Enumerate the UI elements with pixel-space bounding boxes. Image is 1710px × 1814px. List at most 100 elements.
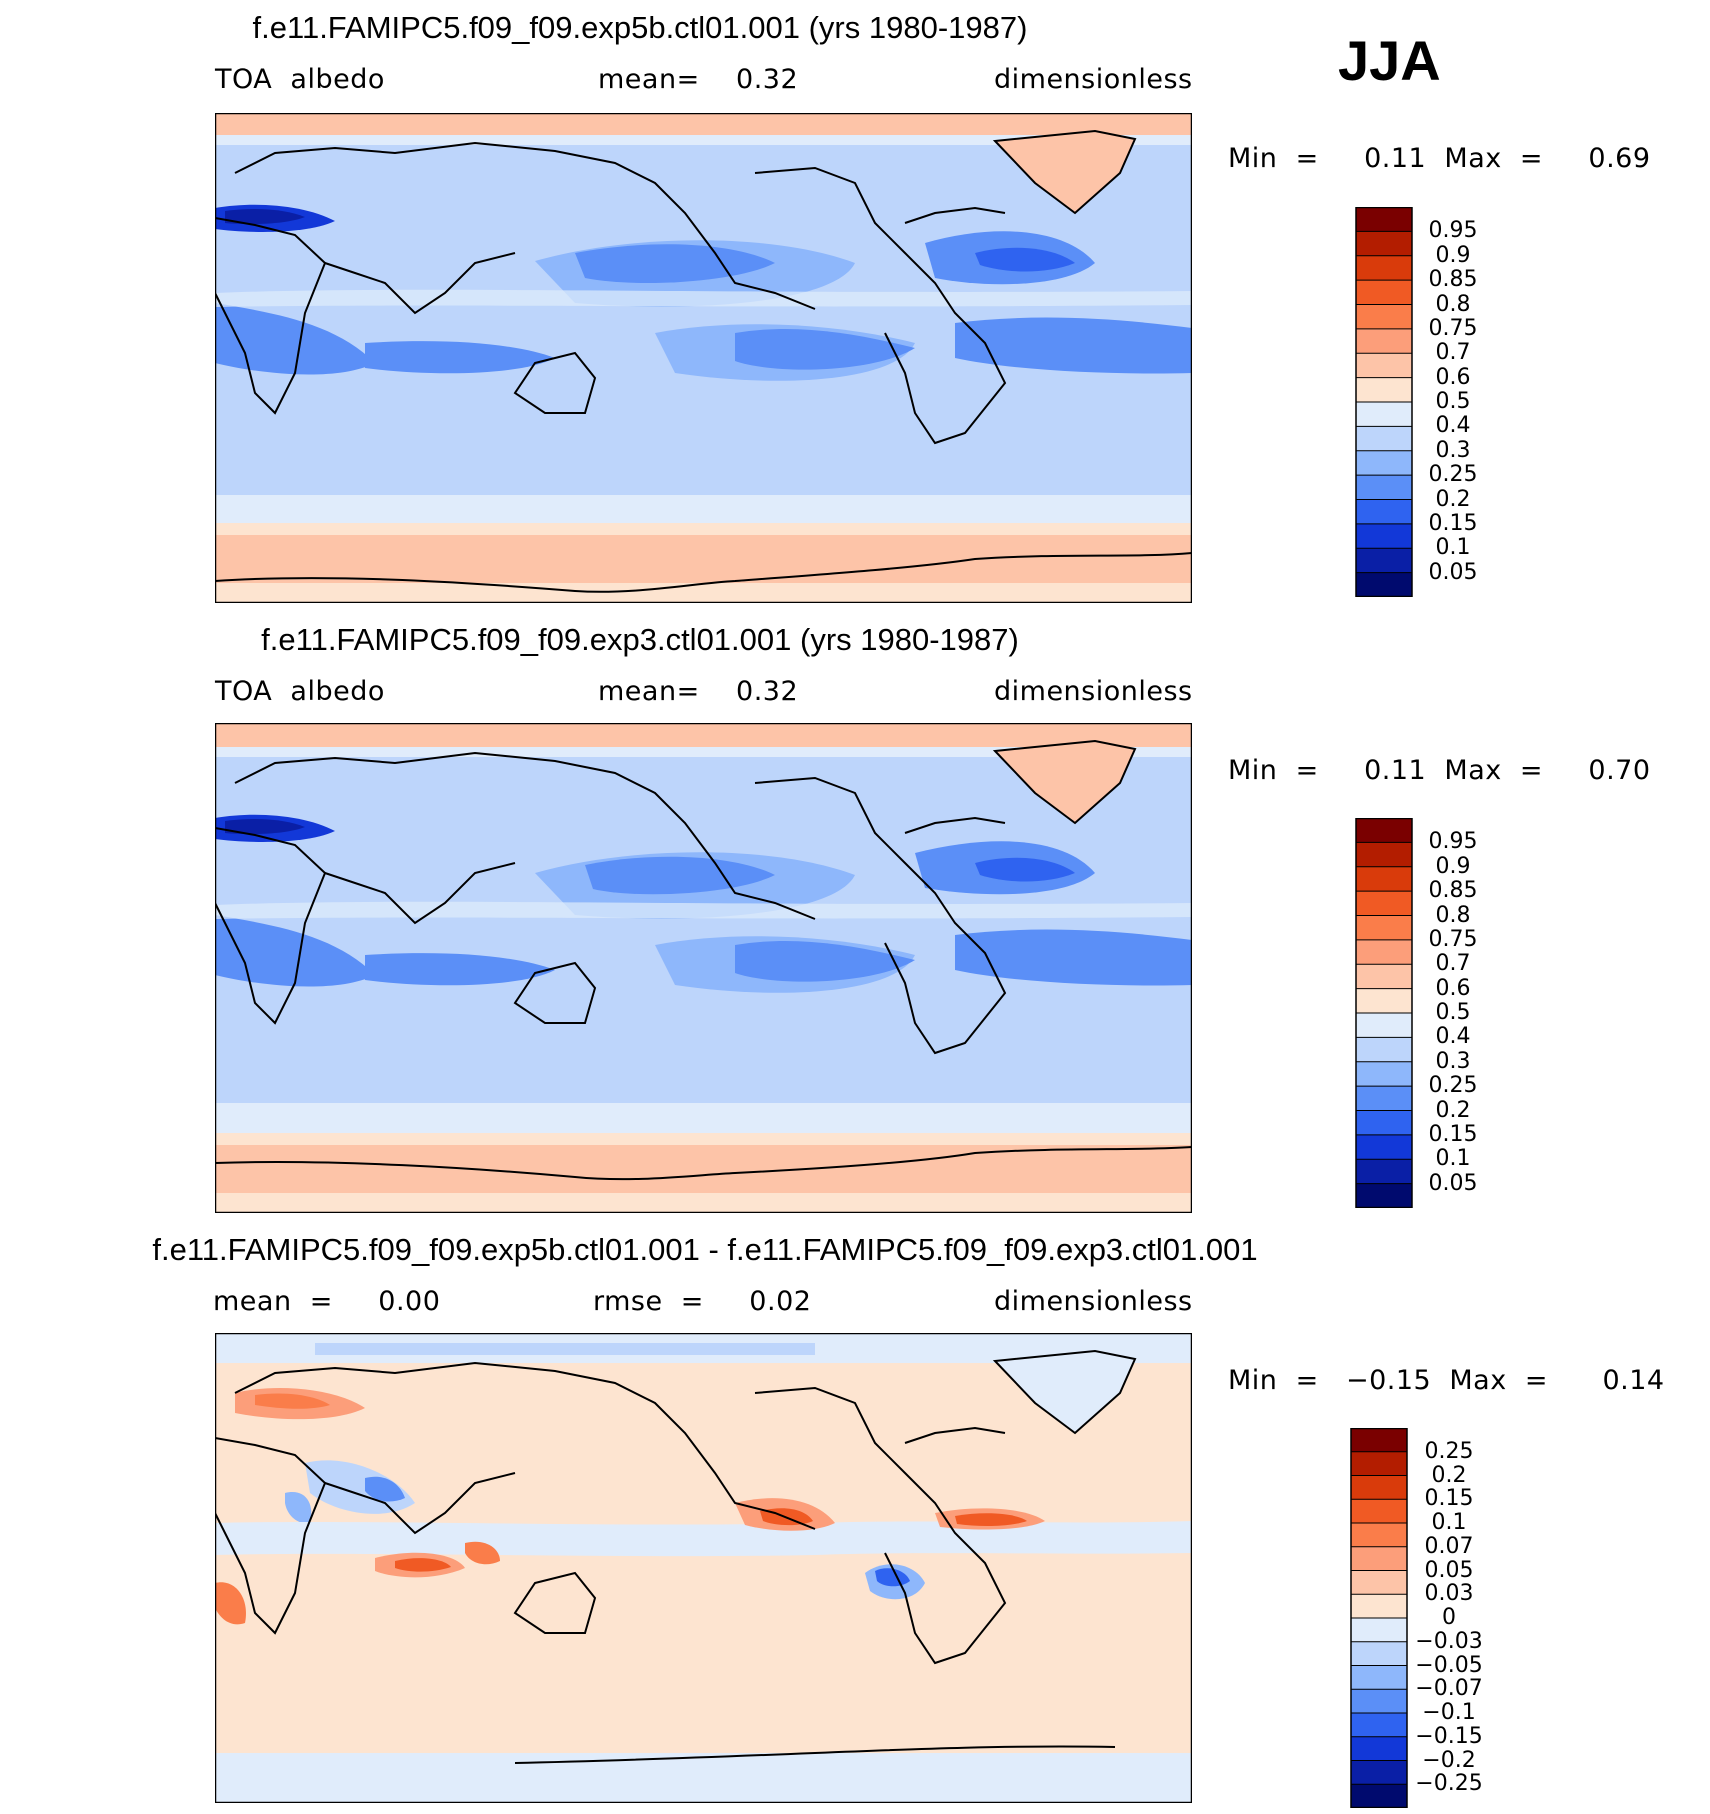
colorbar-tick-label: 0.25 [1428, 1073, 1478, 1099]
panel-3-units-label: dimensionless [994, 1286, 1193, 1317]
colorbar-tick-label: 0.1 [1435, 535, 1471, 561]
colorbar-tick-label: 0.03 [1424, 1581, 1474, 1607]
colorbar-tick-label: 0.2 [1435, 1097, 1471, 1123]
colorbar-swatch [1355, 1061, 1413, 1088]
colorbar-tick-label: 0.05 [1424, 1557, 1474, 1583]
colorbar-swatch [1350, 1712, 1408, 1738]
panel-2-units-label: dimensionless [994, 676, 1193, 707]
colorbar-tick-label: 0.85 [1428, 878, 1478, 904]
panel-1-colorbar [1355, 207, 1413, 597]
colorbar-tick-label: 0.8 [1435, 902, 1471, 928]
colorbar-tick-label: −0.2 [1422, 1747, 1476, 1773]
panel-2-indian-ocean-low [215, 915, 375, 987]
colorbar-swatch [1355, 572, 1413, 597]
colorbar-tick-label: 0.3 [1435, 437, 1471, 463]
colorbar-tick-label: 0.25 [1424, 1438, 1474, 1464]
colorbar-tick-label: 0.85 [1428, 267, 1478, 293]
colorbar-tick-label: −0.15 [1415, 1723, 1483, 1749]
panel-3-rmse-label: rmse = 0.02 [593, 1286, 812, 1317]
panel-1-south-pacific-low [735, 328, 915, 370]
panel-1-units-label: dimensionless [994, 64, 1193, 95]
panel-1-map [215, 113, 1192, 603]
colorbar-swatch [1355, 1036, 1413, 1063]
colorbar-tick-label: 0.2 [1431, 1462, 1467, 1488]
colorbar-tick-label: 0.95 [1428, 218, 1478, 244]
colorbar-tick-label: 0.07 [1424, 1533, 1474, 1559]
colorbar-swatch [1355, 915, 1413, 941]
colorbar-tick-label: 0.7 [1435, 340, 1471, 366]
panel-1-greenland-high-albedo [995, 131, 1135, 213]
panel-2-map [215, 723, 1192, 1213]
colorbar-swatch [1355, 841, 1413, 868]
panel-1-coastlines [215, 129, 1192, 593]
colorbar-tick-label: 0.75 [1428, 315, 1478, 341]
colorbar-swatch [1355, 328, 1413, 355]
colorbar-swatch [1350, 1451, 1408, 1477]
colorbar-tick-label: 0.9 [1435, 853, 1471, 879]
colorbar-swatch [1355, 1110, 1413, 1136]
colorbar-swatch [1355, 890, 1413, 917]
colorbar-swatch [1350, 1498, 1408, 1524]
colorbar-tick-label: 0.3 [1435, 1048, 1471, 1074]
colorbar-swatch [1350, 1617, 1408, 1643]
panel-2-coastlines [215, 739, 1192, 1181]
panel-2-variable-label: TOA albedo [215, 676, 385, 707]
colorbar-tick-label: 0.05 [1428, 559, 1478, 585]
panel-1-title: f.e11.FAMIPC5.f09_f09.exp5b.ctl01.001 (y… [252, 10, 1028, 45]
colorbar-swatch [1350, 1546, 1408, 1572]
colorbar-tick-label: 0.25 [1428, 462, 1478, 488]
panel-1-mean-label: mean= 0.32 [598, 64, 799, 95]
colorbar-swatch [1350, 1641, 1408, 1667]
colorbar-tick-label: −0.25 [1415, 1771, 1483, 1797]
colorbar-tick-label: 0.75 [1428, 926, 1478, 952]
panel-1-map-frame [215, 113, 1192, 603]
colorbar-tick-label: 0.15 [1428, 1121, 1478, 1147]
panel-3-title: f.e11.FAMIPC5.f09_f09.exp5b.ctl01.001 - … [152, 1232, 1258, 1267]
colorbar-tick-label: 0.6 [1435, 975, 1471, 1001]
colorbar-swatch [1350, 1428, 1408, 1453]
colorbar-tick-label: −0.05 [1415, 1652, 1483, 1678]
colorbar-tick-label: 0.1 [1435, 1146, 1471, 1172]
colorbar-tick-label: 0.95 [1428, 829, 1478, 855]
colorbar-swatch [1350, 1665, 1408, 1691]
colorbar-tick-label: −0.1 [1422, 1700, 1476, 1725]
panel-2-greenland-high-albedo [995, 741, 1135, 823]
colorbar-swatch [1350, 1522, 1408, 1548]
colorbar-swatch [1355, 207, 1413, 233]
colorbar-swatch [1355, 499, 1413, 525]
panel-1-indian-ocean-low [215, 303, 375, 375]
colorbar-swatch [1355, 1183, 1413, 1208]
colorbar-tick-label: 0.9 [1435, 242, 1471, 268]
colorbar-tick-label: 0.1 [1431, 1510, 1467, 1535]
panel-2-mean-label: mean= 0.32 [598, 676, 799, 707]
panel-2-antarctic-band [215, 1145, 1192, 1193]
colorbar-tick-label: 0.2 [1435, 486, 1471, 512]
panel-3-coastlines [215, 1349, 1137, 1764]
panel-3-map-frame [215, 1333, 1192, 1803]
colorbar-swatch [1355, 450, 1413, 477]
colorbar-frame [1350, 1428, 1408, 1808]
panel-2-colorbar [1355, 818, 1413, 1208]
colorbar-swatch [1350, 1570, 1408, 1596]
panel-1-north-pacific-low [575, 244, 775, 283]
panel-1-minmax: Min = 0.11 Max = 0.69 [1228, 143, 1651, 174]
colorbar-tick-label: 0.6 [1435, 364, 1471, 390]
colorbar-frame [1355, 207, 1413, 597]
colorbar-swatch [1355, 304, 1413, 330]
panel-1-itcz [215, 289, 1192, 307]
colorbar-tick-label: 0.05 [1428, 1170, 1478, 1196]
colorbar-tick-label: 0.5 [1435, 1000, 1471, 1025]
panel-3-mean-label: mean = 0.00 [213, 1286, 441, 1317]
colorbar-swatch [1355, 425, 1413, 452]
panel-1-south-atlantic-low [955, 317, 1192, 374]
colorbar-swatch [1355, 401, 1413, 428]
colorbar-swatch [1355, 939, 1413, 966]
colorbar-swatch [1350, 1593, 1408, 1619]
panel-2-itcz [215, 901, 1192, 919]
colorbar-swatch [1355, 547, 1413, 574]
panel-3-minmax: Min = −0.15 Max = 0.14 [1228, 1365, 1665, 1396]
colorbar-swatch [1355, 866, 1413, 893]
colorbar-swatch [1350, 1736, 1408, 1762]
panel-3-antarctic-band [215, 1753, 1192, 1803]
panel-2-title: f.e11.FAMIPC5.f09_f09.exp3.ctl01.001 (yr… [261, 622, 1019, 657]
